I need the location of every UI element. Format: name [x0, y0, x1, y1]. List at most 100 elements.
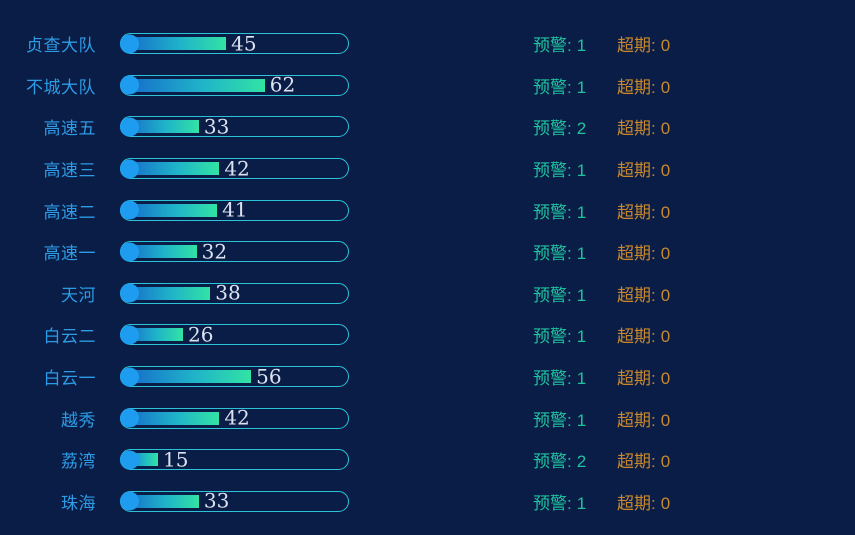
overdue-stat: 超期: 0	[617, 156, 670, 181]
overdue-value: 0	[660, 161, 671, 181]
row-stats: 预警: 1 超期: 0	[533, 198, 670, 223]
progress-bar-fill	[124, 494, 199, 508]
row-stats: 预警: 2 超期: 0	[533, 447, 670, 472]
progress-bar: 33	[120, 114, 349, 139]
row-stats: 预警: 1 超期: 0	[533, 406, 670, 431]
progress-value: 62	[269, 72, 296, 97]
overdue-label: 超期:	[617, 327, 656, 347]
brigade-label: 高速二	[43, 202, 96, 222]
progress-bar: 32	[120, 239, 349, 264]
brigade-row: 不城大队 62 预警: 1 超期: 0	[0, 65, 855, 107]
overdue-value: 0	[660, 119, 671, 139]
progress-bar-dot	[120, 159, 139, 179]
brigade-row: 贞查大队 45 预警: 1 超期: 0	[0, 23, 855, 65]
row-stats: 预警: 1 超期: 0	[533, 364, 670, 389]
warning-label: 预警:	[533, 77, 572, 97]
progress-bar-dot	[120, 367, 139, 387]
progress-value: 33	[203, 114, 230, 139]
brigade-row: 荔湾 15 预警: 2 超期: 0	[0, 439, 855, 481]
warning-label: 预警:	[533, 119, 572, 139]
row-stats: 预警: 1 超期: 0	[533, 156, 670, 181]
warning-label: 预警:	[533, 285, 572, 305]
warning-stat: 预警: 1	[533, 73, 617, 98]
warning-value: 1	[576, 369, 587, 389]
brigade-row: 高速五 33 预警: 2 超期: 0	[0, 106, 855, 148]
row-stats: 预警: 1 超期: 0	[533, 489, 670, 514]
overdue-label: 超期:	[617, 452, 656, 472]
overdue-value: 0	[660, 327, 671, 347]
warning-stat: 预警: 1	[533, 198, 617, 223]
brigade-row: 白云二 26 预警: 1 超期: 0	[0, 314, 855, 356]
overdue-label: 超期:	[617, 161, 656, 181]
overdue-stat: 超期: 0	[617, 447, 670, 472]
progress-bar: 15	[120, 449, 349, 471]
brigade-row: 天河 38 预警: 1 超期: 0	[0, 273, 855, 315]
progress-bar-dot	[120, 242, 139, 262]
progress-bar-dot	[120, 491, 139, 511]
row-stats: 预警: 2 超期: 0	[533, 114, 670, 139]
overdue-value: 0	[660, 410, 671, 430]
warning-value: 1	[576, 244, 587, 264]
progress-bar-dot	[120, 75, 139, 95]
warning-label: 预警:	[533, 202, 572, 222]
warning-stat: 预警: 1	[533, 31, 617, 56]
warning-stat: 预警: 2	[533, 447, 617, 472]
progress-bar: 42	[120, 156, 349, 181]
progress-value: 32	[201, 239, 228, 264]
overdue-stat: 超期: 0	[617, 322, 670, 347]
brigade-label: 高速一	[43, 244, 96, 264]
row-stats: 预警: 1 超期: 0	[533, 31, 670, 56]
brigade-label: 白云一	[43, 369, 96, 389]
progress-value: 42	[224, 156, 250, 181]
progress-bar-fill	[124, 120, 199, 134]
warning-stat: 预警: 1	[533, 239, 617, 264]
brigade-label: 贞查大队	[26, 36, 96, 56]
brigade-label: 珠海	[61, 493, 96, 513]
progress-bar: 41	[120, 197, 349, 222]
overdue-stat: 超期: 0	[617, 239, 670, 264]
progress-bar: 26	[120, 322, 349, 347]
row-stats: 预警: 1 超期: 0	[533, 239, 670, 264]
brigade-row: 越秀 42 预警: 1 超期: 0	[0, 397, 855, 439]
warning-label: 预警:	[533, 493, 572, 513]
brigade-row: 高速二 41 预警: 1 超期: 0	[0, 189, 855, 231]
progress-bar-fill	[124, 328, 184, 342]
progress-bar-dot	[120, 200, 139, 220]
warning-value: 1	[576, 285, 587, 305]
overdue-value: 0	[660, 452, 671, 472]
row-stats: 预警: 1 超期: 0	[533, 322, 670, 347]
brigade-row: 白云一 56 预警: 1 超期: 0	[0, 356, 855, 398]
brigade-label: 天河	[61, 285, 96, 305]
warning-stat: 预警: 1	[533, 489, 617, 514]
overdue-stat: 超期: 0	[617, 489, 670, 514]
overdue-label: 超期:	[617, 410, 656, 430]
progress-bar-fill	[124, 162, 220, 176]
overdue-label: 超期:	[617, 202, 656, 222]
progress-value: 41	[222, 197, 248, 222]
progress-bar-fill	[124, 78, 265, 92]
warning-label: 预警:	[533, 452, 572, 472]
warning-stat: 预警: 2	[533, 114, 617, 139]
progress-bar-dot	[120, 325, 139, 345]
overdue-label: 超期:	[617, 285, 656, 305]
progress-value: 26	[188, 322, 214, 347]
warning-label: 预警:	[533, 36, 572, 56]
overdue-stat: 超期: 0	[617, 31, 670, 56]
warning-label: 预警:	[533, 244, 572, 264]
warning-stat: 预警: 1	[533, 281, 617, 306]
progress-bar: 33	[120, 488, 349, 513]
overdue-value: 0	[660, 369, 671, 389]
overdue-value: 0	[660, 77, 671, 97]
overdue-label: 超期:	[617, 36, 656, 56]
brigade-label: 越秀	[61, 410, 96, 430]
row-stats: 预警: 1 超期: 0	[533, 73, 670, 98]
progress-value: 42	[224, 405, 250, 430]
brigade-workload-panel: 贞查大队 45 预警: 1 超期: 0 不城大队 62 预警: 1 超期: 0	[0, 23, 855, 514]
progress-bar-fill	[124, 245, 197, 259]
row-stats: 预警: 1 超期: 0	[533, 281, 670, 306]
brigade-label: 白云二	[43, 327, 96, 347]
warning-value: 2	[576, 452, 587, 472]
overdue-value: 0	[660, 202, 671, 222]
brigade-label: 高速三	[43, 161, 96, 181]
progress-value: 33	[203, 488, 230, 513]
